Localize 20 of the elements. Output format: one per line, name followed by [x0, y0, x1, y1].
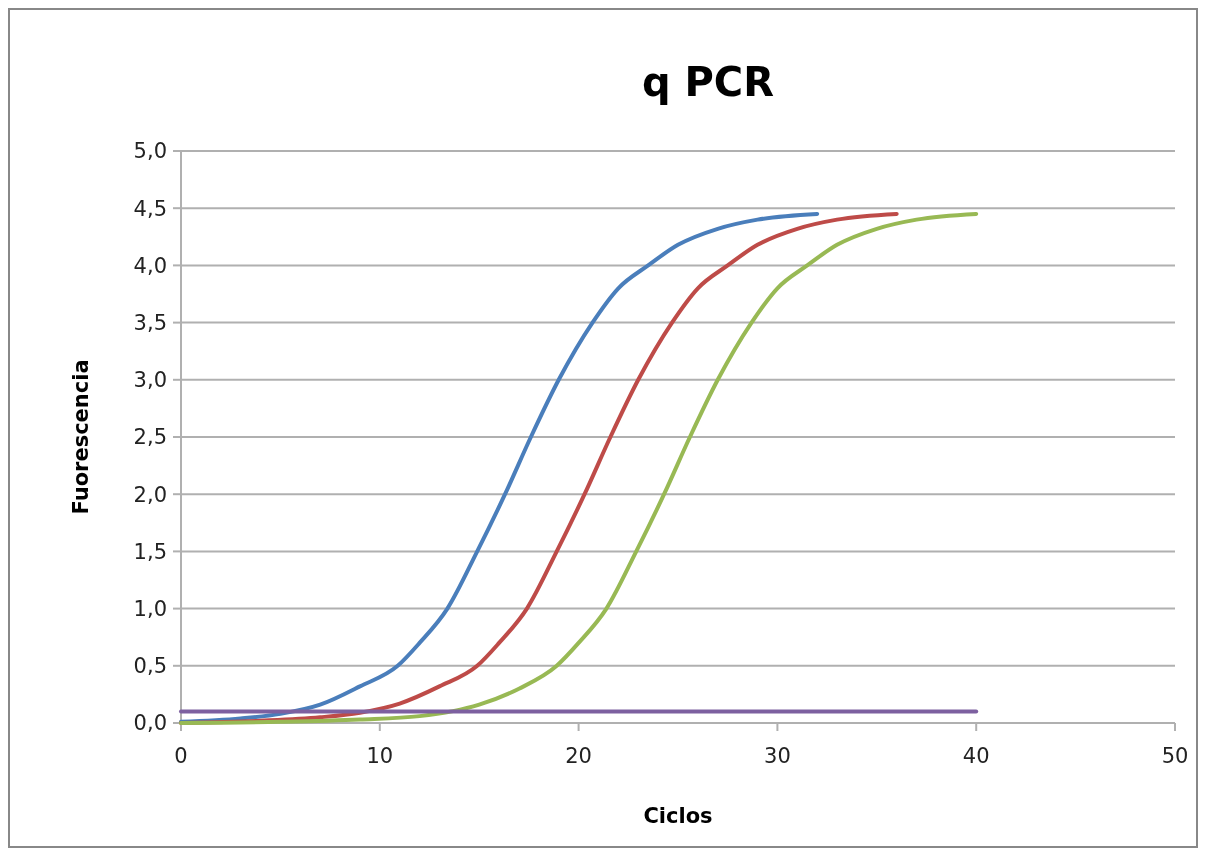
x-tick-label: 40	[962, 744, 990, 768]
x-axis-title: Ciclos	[643, 804, 713, 828]
x-tick-label: 50	[1161, 744, 1189, 768]
x-tick-label: 20	[565, 744, 592, 768]
y-tick-label: 4,5	[133, 196, 167, 221]
y-tick-label: 0,0	[133, 711, 167, 736]
y-tick-label: 2,0	[133, 482, 167, 507]
y-tick-label: 0,5	[133, 654, 167, 679]
y-tick-label: 4,0	[133, 253, 167, 278]
y-tick-label: 1,5	[133, 539, 167, 564]
y-tick-label: 3,5	[133, 310, 167, 335]
x-tick-label: 10	[366, 744, 394, 768]
y-tick-label: 3,0	[133, 368, 167, 393]
y-tick-label: 1,0	[133, 596, 167, 621]
chart-title: q PCR	[641, 59, 775, 105]
x-tick-label: 30	[764, 744, 791, 768]
x-tick-label: 0	[174, 744, 188, 768]
y-tick-label: 2,5	[133, 425, 167, 450]
y-tick-label: 5,0	[133, 139, 167, 164]
y-axis-title: Fuorescencia	[69, 359, 93, 515]
